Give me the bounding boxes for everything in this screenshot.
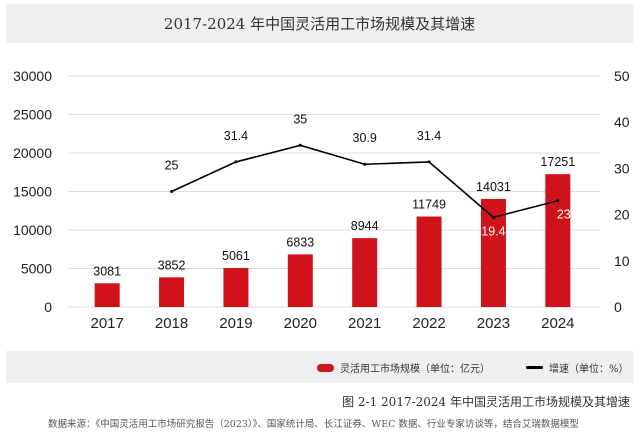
- y-right-tick-label: 10: [614, 253, 630, 269]
- y-left-tick-label: 5000: [21, 261, 52, 277]
- growth-point: [427, 160, 431, 164]
- bar: [416, 216, 442, 307]
- growth-value-label: 31.4: [417, 129, 441, 143]
- bar: [223, 268, 249, 307]
- y-left-tick-label: 0: [44, 299, 52, 315]
- growth-value-label: 31.4: [224, 129, 248, 143]
- bar-value-label: 8944: [351, 219, 379, 233]
- legend-item-bar: 灵活用工市场规模（单位：亿元）: [317, 360, 490, 375]
- x-tick-label: 2018: [155, 315, 188, 332]
- bar-value-label: 3852: [158, 258, 186, 272]
- bar-value-label: 5061: [222, 249, 250, 263]
- bar-value-label: 14031: [476, 180, 511, 194]
- growth-point: [491, 215, 495, 219]
- y-left-tick-label: 20000: [13, 145, 52, 161]
- bar: [545, 174, 571, 307]
- legend: 灵活用工市场规模（单位：亿元） 增速（单位：%）: [6, 351, 633, 383]
- legend-item-line: 增速（单位：%）: [526, 360, 629, 375]
- growth-point: [234, 160, 238, 164]
- y-right-tick-label: 40: [614, 114, 630, 130]
- y-right-tick-label: 50: [614, 68, 630, 84]
- growth-value-label: 23: [557, 208, 571, 222]
- x-tick-label: 2023: [477, 315, 510, 332]
- chart-title: 2017-2024 年中国灵活用工市场规模及其增速: [6, 4, 633, 43]
- data-source: 数据来源：《中国灵活用工市场研究报告（2023）》、国家统计局、长江证券、WEC…: [48, 419, 579, 430]
- bar: [287, 254, 313, 307]
- bar-value-label: 11749: [412, 198, 446, 212]
- figure-caption: 图 2-1 2017-2024 年中国灵活用工市场规模及其增速: [342, 395, 630, 409]
- y-left-tick-label: 30000: [13, 68, 52, 84]
- bar: [94, 283, 120, 307]
- x-tick-label: 2021: [348, 315, 381, 332]
- bar: [159, 277, 185, 307]
- y-right-tick-label: 30: [614, 160, 630, 176]
- growth-point: [556, 199, 560, 203]
- growth-value-label: 25: [165, 159, 179, 173]
- x-tick-label: 2024: [541, 315, 574, 332]
- chart-area: 0 5000 10000 15000 20000 25000 30000 0 10 20 30 40 5…: [13, 68, 630, 332]
- growth-value-label: 35: [293, 112, 307, 126]
- x-tick-label: 2019: [219, 315, 252, 332]
- growth-point: [363, 162, 367, 166]
- legend-line-swatch: [526, 366, 543, 369]
- legend-bar-swatch: [317, 363, 334, 372]
- bar-value-label: 3081: [93, 264, 121, 278]
- x-tick-label: 2022: [412, 315, 445, 332]
- bar-value-label: 17251: [540, 155, 575, 169]
- bar-value-label: 6833: [286, 235, 314, 249]
- x-tick-label: 2020: [284, 315, 317, 332]
- y-left-tick-label: 25000: [13, 107, 52, 123]
- growth-value-label: 19.4: [481, 224, 505, 238]
- growth-point: [170, 190, 174, 193]
- y-right-tick-label: 0: [614, 299, 622, 315]
- y-left-tick-label: 15000: [13, 184, 52, 200]
- x-tick-label: 2017: [91, 315, 124, 332]
- growth-value-label: 30.9: [353, 131, 377, 145]
- legend-bar-label: 灵活用工市场规模（单位：亿元）: [340, 364, 490, 375]
- growth-point: [298, 143, 302, 147]
- y-right-tick-label: 20: [614, 207, 630, 223]
- legend-line-label: 增速（单位：%）: [549, 364, 629, 375]
- bar: [352, 238, 378, 307]
- y-left-tick-label: 10000: [13, 222, 52, 238]
